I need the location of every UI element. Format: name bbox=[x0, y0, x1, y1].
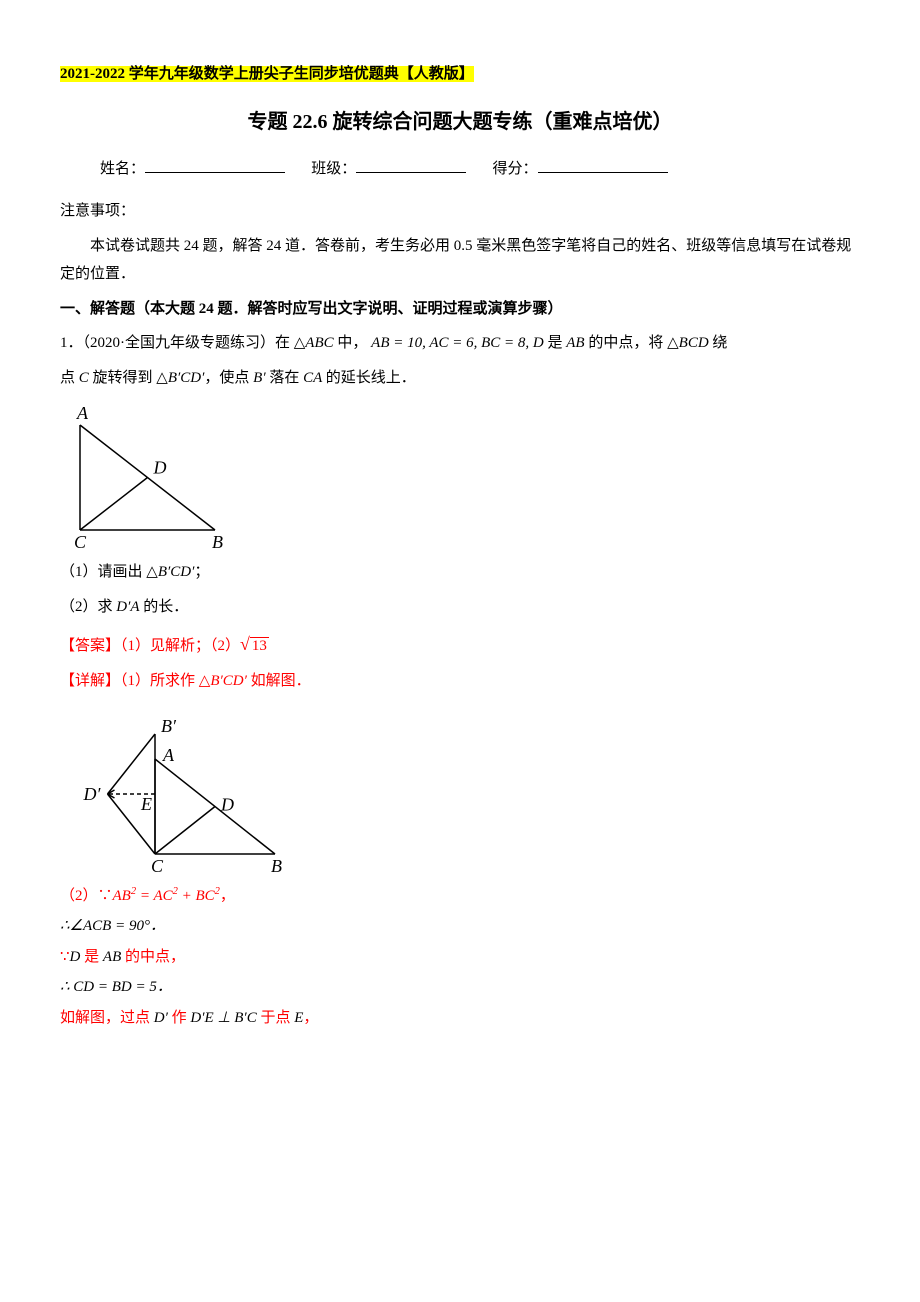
triangle-symbol-3: △ bbox=[156, 370, 168, 386]
svg-text:D: D bbox=[153, 458, 167, 478]
name-blank[interactable] bbox=[145, 157, 285, 173]
q1-sub2-da: D′A bbox=[116, 599, 139, 615]
pl3b: 是 bbox=[84, 949, 99, 965]
proof-l4: ∴ CD = BD = 5． bbox=[60, 973, 860, 1002]
svg-text:D: D bbox=[220, 794, 234, 814]
q1-mid1: 中， bbox=[337, 335, 367, 351]
q1-bprime: B′ bbox=[249, 370, 269, 386]
notice-heading: 注意事项： bbox=[60, 197, 860, 226]
pl5de: D′E ⊥ B′C bbox=[190, 1010, 256, 1026]
section-heading: 一、解答题（本大题 24 题．解答时应写出文字说明、证明过程或演算步骤） bbox=[60, 295, 860, 324]
proof-l3: ∵D 是 AB 的中点， bbox=[60, 943, 860, 972]
svg-text:B: B bbox=[271, 856, 282, 874]
form-line: 姓名： 班级： 得分： bbox=[100, 155, 860, 184]
q1-l2b: 旋转得到 bbox=[93, 370, 153, 386]
triangle-symbol: △ bbox=[294, 335, 306, 351]
q1-bcd2: B′CD′ bbox=[168, 370, 205, 386]
sqrt-13: √13 bbox=[240, 627, 269, 661]
q1-ca: CA bbox=[299, 370, 325, 386]
score-blank[interactable] bbox=[538, 157, 668, 173]
class-label: 班级： bbox=[311, 161, 356, 177]
svg-text:C: C bbox=[151, 856, 164, 874]
q1-l2d: 落在 bbox=[269, 370, 299, 386]
q1-sub1: （1）请画出 △B′CD′； bbox=[60, 558, 860, 587]
header-highlight: 2021-2022 学年九年级数学上册尖子生同步培优题典【人教版】 bbox=[60, 60, 860, 89]
detail-line: 【详解】（1）所求作 △B′CD′ 如解图． bbox=[60, 667, 860, 696]
proof-l2: ∴∠ACB = 90°． bbox=[60, 912, 860, 941]
svg-text:B′: B′ bbox=[161, 716, 177, 736]
triangle-symbol-2: △ bbox=[667, 335, 679, 351]
q1-sub2-text: （2）求 bbox=[60, 599, 113, 615]
pl2: ∴∠ACB = 90°． bbox=[60, 918, 165, 934]
name-label: 姓名： bbox=[100, 161, 145, 177]
q1-l2e: 的延长线上． bbox=[326, 370, 416, 386]
q1-mid3: 的中点，将 bbox=[588, 335, 663, 351]
q1-l2c: ，使点 bbox=[204, 370, 249, 386]
q1-mid2: 是 bbox=[548, 335, 563, 351]
score-label: 得分： bbox=[493, 161, 538, 177]
q1-bcd: BCD bbox=[679, 335, 709, 351]
figure-2: B′ A D′ E D C B bbox=[60, 704, 860, 874]
q1-sub1-tri: B′CD′ bbox=[158, 564, 195, 580]
q1-l2a: 点 bbox=[60, 370, 75, 386]
page-title: 专题 22.6 旋转综合问题大题专练（重难点培优） bbox=[60, 103, 860, 141]
svg-text:C: C bbox=[74, 532, 87, 550]
svg-text:A: A bbox=[76, 403, 89, 423]
pl1eq: AB2 = AC2 + BC2 bbox=[113, 888, 220, 904]
pl5e: E bbox=[294, 1010, 303, 1026]
answer-label: 【答案】（1）见解析；（2） bbox=[60, 638, 240, 654]
pl3a: ∵ bbox=[60, 949, 70, 965]
svg-text:D′: D′ bbox=[83, 784, 102, 804]
pl5a: 如解图，过点 bbox=[60, 1010, 150, 1026]
question-1-line1: 1．（2020·全国九年级专题练习）在 △ABC 中， AB = 10, AC … bbox=[60, 329, 860, 358]
triangle-symbol-5: △ bbox=[199, 673, 211, 689]
pl3d: D bbox=[70, 949, 81, 965]
pl5c: 于点 bbox=[260, 1010, 290, 1026]
proof-l5: 如解图，过点 D′ 作 D′E ⊥ B′C 于点 E， bbox=[60, 1004, 860, 1033]
pl4: ∴ CD = BD = 5． bbox=[60, 979, 172, 995]
pl5d: D′ bbox=[154, 1010, 168, 1026]
q1-c: C bbox=[75, 370, 93, 386]
pl3ab: AB bbox=[103, 949, 121, 965]
q1-mid4: 绕 bbox=[712, 335, 727, 351]
pl5comma: ， bbox=[303, 1010, 318, 1026]
svg-text:A: A bbox=[162, 745, 175, 765]
q1-eq: AB = 10, AC = 6, BC = 8, D bbox=[371, 335, 544, 351]
svg-text:B: B bbox=[212, 532, 223, 550]
proof-l1: （2）∵AB2 = AC2 + BC2， bbox=[60, 882, 860, 911]
class-blank[interactable] bbox=[356, 157, 466, 173]
detail-end: 如解图． bbox=[251, 673, 311, 689]
svg-text:E: E bbox=[140, 794, 152, 814]
q1-sub1-text: （1）请画出 bbox=[60, 564, 143, 580]
q1-ab: AB bbox=[566, 335, 584, 351]
detail-tri: B′CD′ bbox=[210, 673, 247, 689]
question-1-line2: 点 C 旋转得到 △B′CD′，使点 B′ 落在 CA 的延长线上． bbox=[60, 364, 860, 393]
triangle-symbol-4: △ bbox=[146, 564, 158, 580]
q1-sub2: （2）求 D′A 的长． bbox=[60, 593, 860, 622]
q1-sub1-end: ； bbox=[194, 564, 209, 580]
answer-line: 【答案】（1）见解析；（2）√13 bbox=[60, 627, 860, 661]
q1-abc: ABC bbox=[305, 335, 333, 351]
figure-1: A C B D bbox=[60, 400, 860, 550]
detail-label: 【详解】（1）所求作 bbox=[60, 673, 195, 689]
notice-body: 本试卷试题共 24 题，解答 24 道．答卷前，考生务必用 0.5 毫米黑色签字… bbox=[60, 232, 860, 289]
q1-prefix: 1．（2020·全国九年级专题练习）在 bbox=[60, 335, 290, 351]
q1-sub2-end: 的长． bbox=[143, 599, 188, 615]
pl1a: （2）∵ bbox=[60, 888, 113, 904]
pl5b: 作 bbox=[172, 1010, 187, 1026]
pl1c: ， bbox=[220, 888, 235, 904]
pl3c: 的中点， bbox=[125, 949, 185, 965]
